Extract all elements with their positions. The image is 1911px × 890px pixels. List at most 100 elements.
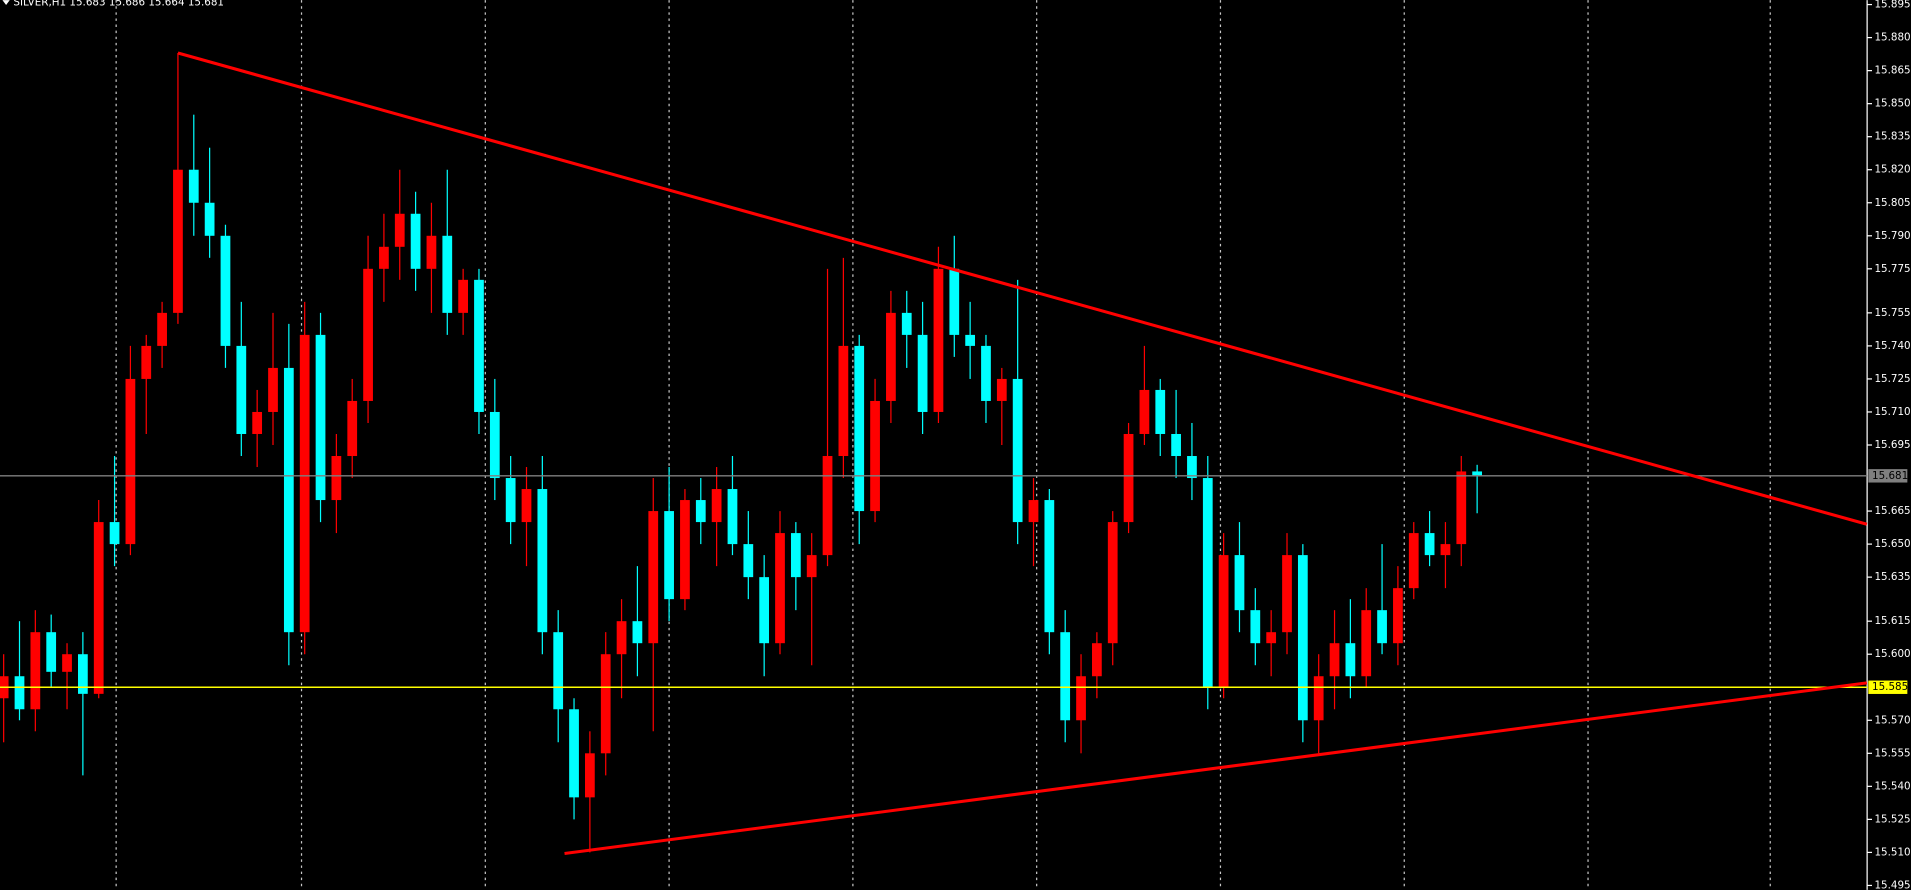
candle-body xyxy=(394,213,405,247)
candle-body xyxy=(870,400,880,512)
candle-body xyxy=(1218,555,1229,688)
candle-body xyxy=(474,279,484,412)
candle-body xyxy=(695,500,706,523)
candle-body xyxy=(886,312,896,401)
candle-body xyxy=(379,246,389,269)
candle-body xyxy=(1187,456,1197,479)
candle-body xyxy=(727,489,738,545)
candle-body xyxy=(616,621,627,655)
candle-body xyxy=(173,169,183,313)
candle-body xyxy=(1028,500,1039,523)
candle-body xyxy=(141,345,152,379)
chart-title: SILVER,H1 15.683 15.686 15.664 15.681 xyxy=(13,0,224,9)
candle-body xyxy=(680,500,690,600)
candle-body xyxy=(458,279,469,313)
y-tick-label: 15.650 xyxy=(1874,538,1910,550)
y-tick-label: 15.865 xyxy=(1874,65,1910,77)
candle-body xyxy=(1266,632,1277,644)
candle-body xyxy=(981,345,991,401)
candle-body xyxy=(252,411,263,434)
candle-body xyxy=(109,522,120,545)
y-tick-label: 15.635 xyxy=(1874,571,1910,583)
title-icon xyxy=(2,0,10,6)
candle-body xyxy=(569,709,579,798)
candle-body xyxy=(521,489,532,523)
candle-body xyxy=(917,334,928,412)
candle-body xyxy=(347,400,358,457)
candle-body xyxy=(236,345,247,434)
candle-body xyxy=(1012,378,1023,523)
candle-body xyxy=(949,268,960,335)
candle-body xyxy=(901,312,912,335)
candle-body xyxy=(775,533,785,644)
price-label-box xyxy=(1868,469,1908,483)
candle-body xyxy=(14,676,25,710)
y-tick-label: 15.790 xyxy=(1874,230,1910,242)
candle-body xyxy=(489,411,500,479)
candle-body xyxy=(220,235,231,346)
y-tick-label: 15.820 xyxy=(1874,164,1910,176)
candle-body xyxy=(711,489,722,523)
candle-body xyxy=(1202,478,1213,688)
y-tick-label: 15.895 xyxy=(1874,0,1910,11)
y-tick-label: 15.695 xyxy=(1874,439,1910,451)
candle-body xyxy=(1139,389,1150,434)
candle-body xyxy=(1440,544,1451,556)
y-tick-label: 15.570 xyxy=(1874,714,1910,726)
candle-body xyxy=(1361,610,1372,677)
candle-body xyxy=(1107,522,1118,644)
candle-body xyxy=(78,654,88,694)
candle-body xyxy=(1060,632,1071,721)
candle-body xyxy=(632,621,643,644)
candle-body xyxy=(204,202,215,236)
candle-body xyxy=(585,753,595,798)
candle-body xyxy=(1234,555,1245,611)
candle-body xyxy=(1297,555,1308,721)
y-tick-label: 15.525 xyxy=(1874,813,1910,825)
candle-body xyxy=(1250,610,1261,644)
candle-body xyxy=(1472,471,1483,476)
y-tick-label: 15.665 xyxy=(1874,505,1910,517)
trend-line xyxy=(564,681,1868,856)
candle-body xyxy=(600,654,611,754)
candle-body xyxy=(188,169,199,203)
y-tick-label: 15.555 xyxy=(1874,747,1910,759)
price-label: 15.681 xyxy=(1872,470,1908,482)
candle-body xyxy=(838,345,849,457)
candle-body xyxy=(854,345,865,512)
candle-body xyxy=(1393,588,1403,644)
candle-body xyxy=(1329,643,1340,677)
candle-body xyxy=(1092,643,1102,677)
candle-body xyxy=(648,511,659,644)
y-tick-label: 15.880 xyxy=(1874,32,1910,44)
y-tick-label: 15.510 xyxy=(1874,846,1910,858)
candle-body xyxy=(790,533,801,578)
candle-body xyxy=(743,544,754,578)
candle-body xyxy=(933,268,944,412)
candle-body xyxy=(553,632,564,710)
candle-body xyxy=(283,367,294,633)
candle-body xyxy=(157,312,167,346)
trend-line xyxy=(177,51,1868,526)
y-tick-label: 15.495 xyxy=(1874,879,1910,890)
price-label-box xyxy=(1868,680,1908,694)
candle-body xyxy=(93,522,104,694)
candle-body xyxy=(1123,433,1134,523)
candle-body xyxy=(125,378,136,545)
y-tick-label: 15.725 xyxy=(1874,373,1910,385)
candle-body xyxy=(1313,676,1324,721)
candle-body xyxy=(363,268,373,401)
y-tick-label: 15.775 xyxy=(1874,263,1910,275)
candle-body xyxy=(426,235,437,269)
candle-body xyxy=(1456,471,1467,545)
candle-body xyxy=(410,213,421,269)
candle-body xyxy=(315,334,326,501)
candle-body xyxy=(46,632,57,672)
candle-body xyxy=(30,632,41,710)
candle-body xyxy=(537,489,548,633)
candle-body xyxy=(1408,533,1419,589)
y-tick-label: 15.755 xyxy=(1874,307,1910,319)
candle-body xyxy=(1155,389,1166,434)
y-tick-label: 15.805 xyxy=(1874,197,1910,209)
